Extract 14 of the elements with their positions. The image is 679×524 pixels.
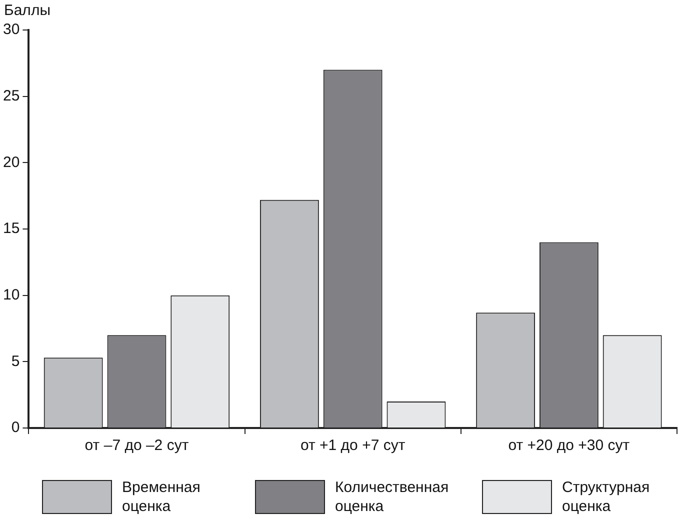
y-tick-label: 30	[2, 21, 20, 38]
y-tick-label: 20	[2, 154, 20, 171]
y-tick-label: 5	[11, 352, 20, 370]
x-tick-label: от –7 до –2 сут	[84, 437, 189, 454]
y-axis-title: Баллы	[4, 2, 50, 19]
legend-label: Временная оценка	[122, 478, 202, 516]
x-tick-label: от +20 до +30 сут	[508, 437, 630, 454]
y-tick-label: 0	[11, 419, 20, 436]
x-tick-label: от +1 до +7 сут	[300, 437, 406, 454]
y-tick-label: 10	[2, 286, 20, 304]
y-tick-label: 15	[2, 220, 20, 238]
legend-label: Структурная оценка	[562, 478, 651, 516]
legend-label: Количественная оценка	[335, 478, 450, 516]
y-tick-label: 25	[2, 87, 20, 104]
